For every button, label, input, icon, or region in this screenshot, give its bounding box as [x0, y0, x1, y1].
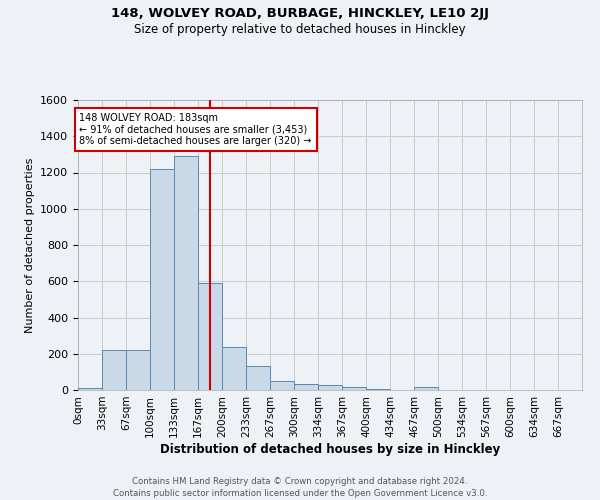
- Bar: [246, 366, 270, 390]
- Text: 148, WOLVEY ROAD, BURBAGE, HINCKLEY, LE10 2JJ: 148, WOLVEY ROAD, BURBAGE, HINCKLEY, LE1…: [111, 8, 489, 20]
- Bar: [198, 283, 222, 390]
- Bar: [270, 381, 294, 390]
- Text: Contains HM Land Registry data © Crown copyright and database right 2024.: Contains HM Land Registry data © Crown c…: [132, 478, 468, 486]
- Bar: [102, 350, 126, 390]
- Text: 148 WOLVEY ROAD: 183sqm
← 91% of detached houses are smaller (3,453)
8% of semi-: 148 WOLVEY ROAD: 183sqm ← 91% of detache…: [79, 112, 312, 146]
- Text: Size of property relative to detached houses in Hinckley: Size of property relative to detached ho…: [134, 22, 466, 36]
- Bar: [174, 156, 198, 390]
- Bar: [222, 348, 246, 390]
- Bar: [342, 388, 366, 390]
- Bar: [414, 388, 438, 390]
- Bar: [78, 388, 102, 390]
- Bar: [150, 169, 174, 390]
- Bar: [318, 386, 342, 390]
- Y-axis label: Number of detached properties: Number of detached properties: [25, 158, 35, 332]
- Text: Distribution of detached houses by size in Hinckley: Distribution of detached houses by size …: [160, 442, 500, 456]
- Bar: [126, 350, 150, 390]
- Bar: [366, 389, 390, 390]
- Text: Contains public sector information licensed under the Open Government Licence v3: Contains public sector information licen…: [113, 489, 487, 498]
- Bar: [294, 384, 318, 390]
